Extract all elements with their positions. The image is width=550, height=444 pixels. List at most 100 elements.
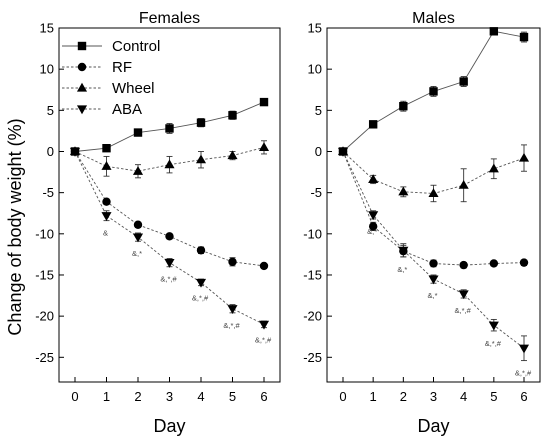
- x-tick-label: 1: [103, 389, 110, 404]
- series-control: [338, 27, 529, 156]
- y-tick-label: -5: [310, 185, 322, 200]
- data-point: [133, 220, 143, 229]
- y-tick-label: 0: [47, 144, 54, 159]
- legend-item-wheel: Wheel: [62, 80, 155, 97]
- data-point: [519, 258, 529, 267]
- data-point: [459, 260, 468, 270]
- significance-annotation: &,*,#: [515, 369, 532, 378]
- significance-annotation: &,*: [427, 291, 437, 300]
- data-point: [101, 161, 112, 170]
- y-tick-label: -10: [303, 226, 322, 241]
- panel-title: Males: [412, 10, 455, 27]
- data-point: [259, 261, 269, 271]
- significance-annotation: &,*: [397, 265, 407, 274]
- series-aba: [69, 147, 270, 330]
- data-point: [518, 152, 530, 162]
- legend-item-aba: ABA: [62, 101, 142, 118]
- significance-annotation: &,*,#: [192, 294, 209, 303]
- data-point: [519, 32, 529, 42]
- legend-item-control: Control: [62, 38, 160, 55]
- x-tick-label: 6: [260, 389, 267, 404]
- data-point: [458, 179, 469, 189]
- data-point: [69, 147, 81, 157]
- data-point: [164, 259, 175, 268]
- data-point: [368, 174, 379, 184]
- x-tick-label: 3: [430, 389, 437, 404]
- legend-marker: [76, 105, 88, 115]
- data-point: [368, 120, 378, 129]
- x-tick-label: 1: [370, 389, 377, 404]
- significance-annotation: &,*,#: [485, 339, 502, 348]
- y-tick-label: -25: [303, 350, 322, 365]
- x-tick-label: 5: [490, 389, 497, 404]
- x-axis-label: Day: [153, 416, 185, 436]
- data-point: [132, 165, 144, 175]
- data-point: [259, 97, 269, 107]
- data-point: [429, 87, 438, 96]
- data-point: [258, 142, 270, 151]
- y-tick-label: -15: [303, 267, 322, 282]
- legend-marker: [76, 82, 88, 92]
- y-tick-label: 0: [315, 144, 322, 159]
- series-rf: [338, 147, 529, 270]
- significance-annotation: &,*: [132, 249, 142, 258]
- data-point: [164, 159, 175, 169]
- data-point: [258, 320, 270, 330]
- series-wheel: [69, 140, 270, 179]
- y-tick-label: -20: [303, 309, 322, 324]
- y-tick-label: 10: [308, 62, 322, 77]
- y-tick-label: 5: [315, 103, 322, 118]
- panel-title: Females: [139, 10, 200, 27]
- data-point: [101, 212, 112, 221]
- data-point: [399, 102, 408, 111]
- y-tick-label: -10: [35, 226, 54, 241]
- males-panel: -25 -20 -15 -10 -5 0 5 10 15 0 1 2 3 4 5 6 Males Day &,* &,…: [303, 10, 541, 436]
- significance-annotation: &,*,#: [455, 306, 472, 315]
- data-point: [398, 246, 409, 256]
- data-point: [489, 259, 499, 268]
- data-point: [227, 305, 238, 314]
- females-panel: -25 -20 -15 -10 -5 0 5 10 15 0 1 2 3 4 5 6 Females Day & &,…: [35, 10, 281, 436]
- significance-annotation: &,*: [367, 227, 377, 236]
- data-point: [488, 163, 499, 173]
- legend-label: RF: [112, 59, 132, 76]
- x-tick-label: 4: [460, 389, 467, 404]
- data-point: [368, 222, 378, 231]
- x-tick-label: 5: [229, 389, 236, 404]
- x-tick-label: 0: [339, 389, 346, 404]
- legend-marker: [77, 41, 87, 51]
- data-point: [458, 290, 469, 300]
- data-point: [165, 124, 174, 133]
- data-point: [228, 111, 237, 120]
- x-tick-label: 2: [134, 389, 141, 404]
- data-point: [195, 278, 207, 288]
- data-point: [488, 321, 499, 331]
- data-point: [165, 232, 174, 241]
- data-point: [196, 118, 206, 127]
- legend-label: Control: [112, 38, 160, 55]
- x-tick-label: 4: [197, 389, 204, 404]
- y-tick-label: 10: [40, 62, 54, 77]
- legend-item-rf: RF: [62, 59, 132, 76]
- x-tick-label: 6: [520, 389, 527, 404]
- significance-annotation: &,*,#: [223, 321, 240, 330]
- x-tick-label: 2: [400, 389, 407, 404]
- series-wheel: [337, 144, 530, 203]
- y-tick-label: -5: [42, 185, 54, 200]
- legend: Control RF Wheel ABA: [62, 38, 160, 118]
- data-point: [102, 197, 111, 206]
- series-aba: [337, 147, 530, 362]
- data-point: [102, 143, 111, 153]
- y-tick-label: -20: [35, 309, 54, 324]
- data-point: [518, 344, 530, 354]
- x-tick-label: 0: [71, 389, 78, 404]
- data-point: [398, 186, 409, 196]
- legend-marker: [77, 62, 87, 72]
- y-tick-label: 15: [40, 21, 54, 36]
- legend-label: ABA: [112, 101, 142, 118]
- data-point: [428, 275, 439, 285]
- data-point: [228, 257, 237, 267]
- significance-annotation: &,*,#: [160, 275, 177, 284]
- legend-label: Wheel: [112, 80, 155, 97]
